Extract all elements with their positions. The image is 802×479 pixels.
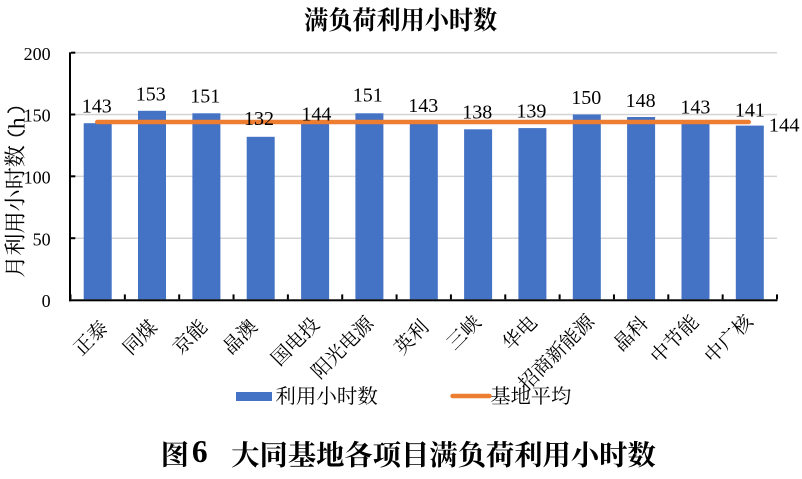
svg-text:143: 143 [680, 96, 710, 118]
svg-text:6: 6 [192, 434, 208, 469]
svg-text:200: 200 [24, 44, 51, 64]
svg-text:148: 148 [626, 90, 656, 112]
svg-text:100: 100 [24, 168, 51, 188]
svg-text:150: 150 [571, 87, 601, 109]
svg-text:151: 151 [353, 85, 383, 107]
svg-text:151: 151 [190, 85, 220, 107]
svg-text:143: 143 [82, 96, 112, 118]
svg-text:132: 132 [244, 108, 274, 130]
svg-text:50: 50 [33, 229, 51, 249]
svg-text:143: 143 [408, 95, 438, 117]
svg-text:0: 0 [42, 291, 51, 311]
svg-text:144: 144 [769, 114, 800, 136]
svg-text:h: h [4, 117, 29, 129]
svg-text:153: 153 [136, 83, 166, 105]
svg-text:150: 150 [24, 106, 51, 126]
svg-text:144: 144 [301, 104, 331, 126]
svg-text:139: 139 [516, 101, 546, 123]
svg-text:141: 141 [735, 100, 765, 122]
svg-text:138: 138 [462, 101, 492, 123]
